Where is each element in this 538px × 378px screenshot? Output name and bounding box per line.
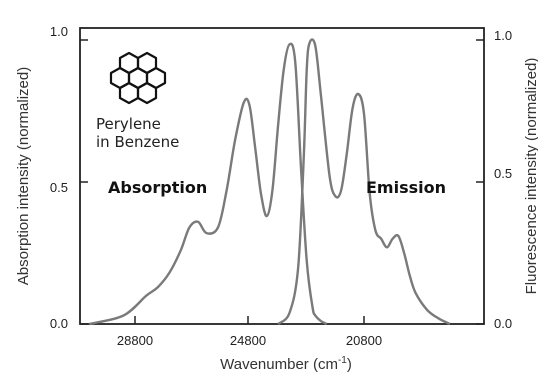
- emission-label: Emission: [366, 178, 446, 197]
- left-tick-label-1: 0.5: [50, 180, 68, 195]
- plot-frame: [79, 27, 485, 325]
- compound-label-line2: in Benzene: [96, 133, 179, 151]
- right-tick-label-2: 1.0: [494, 28, 512, 43]
- x-tick-label-2: 20800: [346, 333, 382, 348]
- x-axis-title: Wavenumber (cm-1): [220, 355, 352, 373]
- left-axis: 0.0 0.5 1.0: [50, 24, 88, 331]
- x-axis-title-main: Wavenumber (cm: [220, 356, 338, 373]
- compound-label-line1: Perylene: [96, 115, 161, 133]
- absorption-label: Absorption: [108, 178, 207, 197]
- x-axis-title-sup: -1: [338, 355, 347, 366]
- x-tick-label-0: 28800: [117, 333, 153, 348]
- left-tick-label-0: 0.0: [50, 316, 68, 331]
- right-tick-label-0: 0.0: [494, 316, 512, 331]
- absorption-curve: [88, 42, 328, 326]
- right-axis: 0.0 0.5 1.0: [476, 28, 512, 331]
- x-axis: 28800 24800 20800: [117, 316, 382, 348]
- x-tick-label-1: 24800: [230, 333, 266, 348]
- emission-curve: [277, 38, 451, 326]
- x-axis-title-close: ): [347, 356, 352, 373]
- y-axis-title-right: Fluorescence intensity (normalized): [523, 58, 538, 295]
- right-tick-label-1: 0.5: [494, 166, 512, 181]
- left-tick-label-2: 1.0: [50, 24, 68, 39]
- perylene-structure-icon: [109, 51, 167, 105]
- y-axis-title-left: Absorption intensity (normalized): [15, 67, 32, 285]
